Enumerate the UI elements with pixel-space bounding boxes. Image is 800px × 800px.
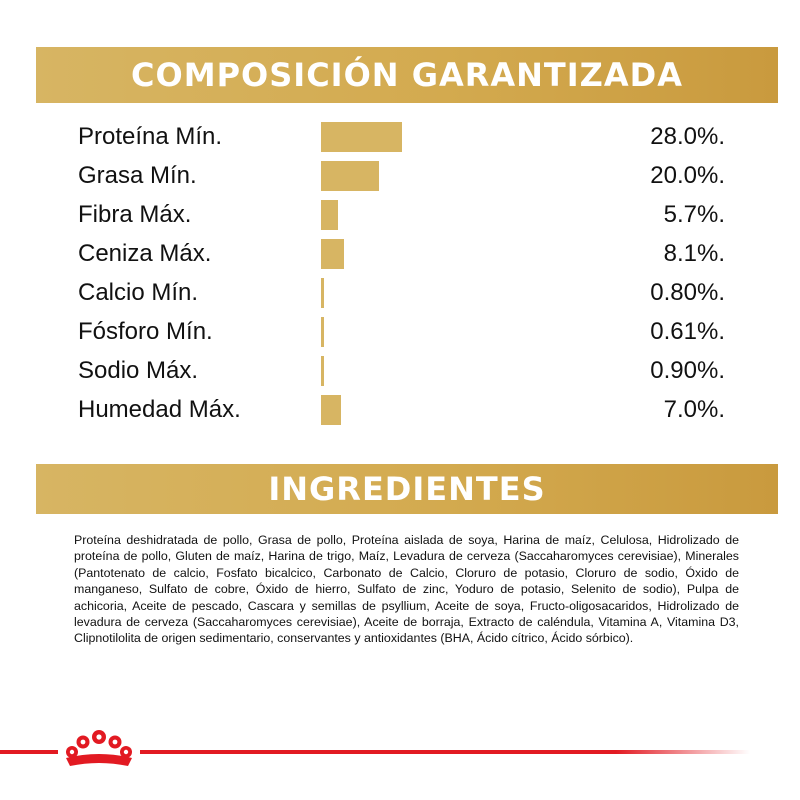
nutrient-bar [321, 161, 379, 191]
brand-line-right [140, 750, 750, 754]
composition-title: COMPOSICIÓN GARANTIZADA [131, 56, 683, 94]
nutrient-value: 0.90%. [650, 357, 725, 384]
nutrient-label: Calcio Mín. [78, 279, 199, 306]
nutrient-value: 20.0%. [650, 162, 725, 189]
nutrient-bar [321, 200, 338, 230]
nutrient-value: 28.0%. [650, 123, 725, 150]
nutrient-label: Proteína Mín. [78, 123, 223, 150]
nutrient-bar [321, 122, 403, 152]
nutrient-bar [321, 317, 324, 347]
nutrient-value: 7.0%. [663, 396, 725, 423]
nutrient-label: Ceniza Máx. [78, 240, 212, 267]
nutrient-label: Fibra Máx. [78, 201, 192, 228]
nutrient-label: Fósforo Mín. [78, 318, 213, 345]
nutrient-value: 5.7%. [663, 201, 725, 228]
composition-banner: COMPOSICIÓN GARANTIZADA [36, 47, 778, 103]
crown-icon [66, 730, 132, 766]
ingredients-text: Proteína deshidratada de pollo, Grasa de… [74, 533, 739, 646]
composition-chart: Proteína Mín. 28.0%. Grasa Mín. 20.0%. Fibra… [78, 122, 725, 425]
ingredients-title: INGREDIENTES [268, 470, 546, 508]
nutrient-bar [321, 356, 324, 386]
nutrient-value: 0.80%. [650, 279, 725, 306]
nutrient-value: 0.61%. [650, 318, 725, 345]
brand-line-left [0, 750, 58, 754]
nutrient-bar [321, 395, 342, 425]
nutrient-label: Sodio Máx. [78, 357, 199, 384]
ingredients-banner: INGREDIENTES [36, 464, 778, 514]
nutrient-value: 8.1%. [663, 240, 725, 267]
nutrient-bar [321, 278, 324, 308]
nutrient-label: Grasa Mín. [78, 162, 197, 189]
nutrient-bar [321, 239, 345, 269]
nutrient-label: Humedad Máx. [78, 396, 241, 423]
